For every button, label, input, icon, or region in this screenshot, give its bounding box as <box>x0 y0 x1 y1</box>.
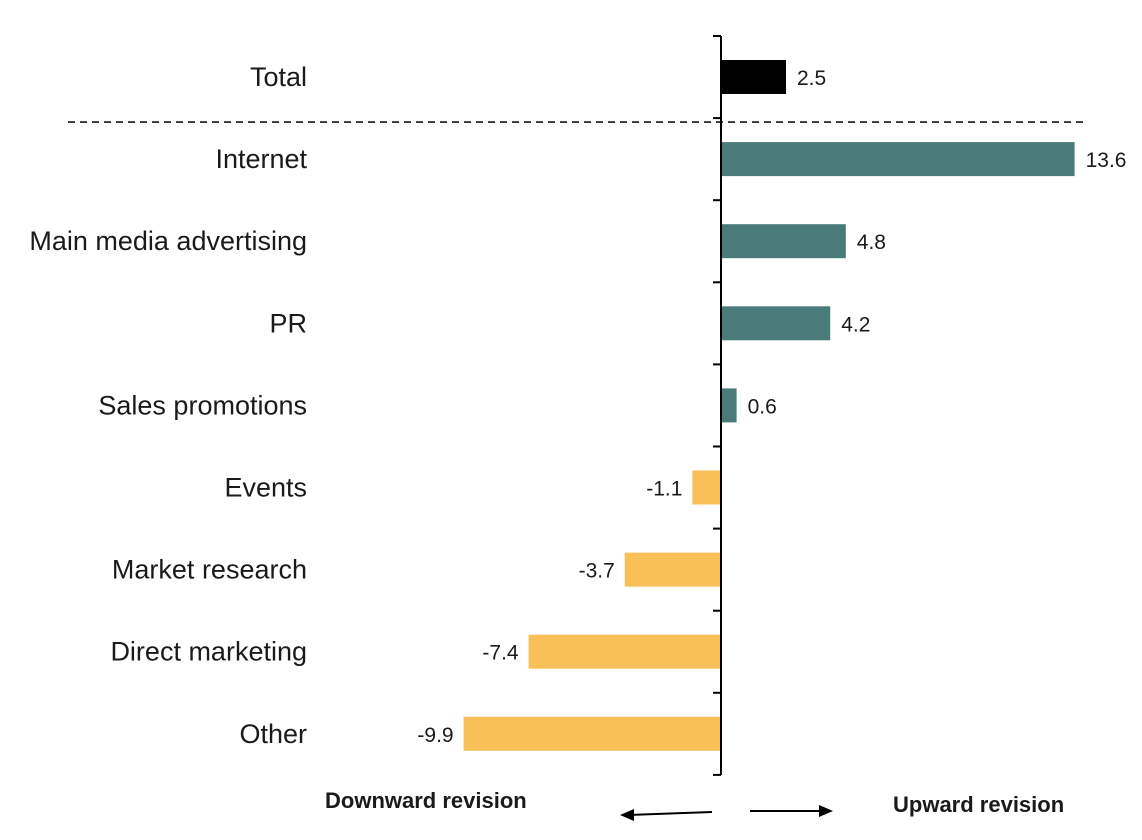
upward-revision-label: Upward revision <box>893 792 1064 817</box>
downward-revision-label: Downward revision <box>325 788 527 813</box>
bar-sales-promotions <box>721 388 737 423</box>
bar-internet <box>721 142 1075 177</box>
category-label-events: Events <box>224 473 307 503</box>
bar-events <box>692 470 721 505</box>
value-label-events: -1.1 <box>646 478 682 501</box>
bar-total <box>721 60 786 94</box>
axis-layer <box>68 35 1086 776</box>
category-label-other: Other <box>239 719 307 749</box>
category-label-sales-promotions: Sales promotions <box>98 390 307 420</box>
value-label-sales-promotions: 0.6 <box>748 395 777 418</box>
value-label-main-media-advertising: 4.8 <box>857 231 886 254</box>
value-label-other: -9.9 <box>417 724 453 747</box>
labels-layer: Total 2.5 Internet 13.6 Main media advertisi… <box>29 62 1126 749</box>
category-label-main-media-advertising: Main media advertising <box>29 226 307 256</box>
category-label-pr: PR <box>269 308 307 338</box>
value-label-direct-marketing: -7.4 <box>482 642 519 665</box>
bar-pr <box>721 306 831 341</box>
category-label-direct-marketing: Direct marketing <box>110 637 307 667</box>
bars-layer <box>463 60 1075 751</box>
bar-market-research <box>624 552 721 587</box>
category-label-internet: Internet <box>215 144 307 174</box>
bar-other <box>463 716 721 751</box>
value-label-pr: 4.2 <box>841 313 870 336</box>
value-label-total: 2.5 <box>797 67 826 90</box>
bar-main-media-advertising <box>721 224 846 259</box>
right-arrow-icon <box>750 805 833 817</box>
category-label-total: Total <box>250 62 307 92</box>
left-arrow-icon <box>620 809 713 821</box>
bar-direct-marketing <box>528 634 721 669</box>
value-label-market-research: -3.7 <box>579 560 615 583</box>
value-label-internet: 13.6 <box>1086 149 1127 172</box>
direction-layer: Downward revision Upward revision <box>325 788 1064 821</box>
category-label-market-research: Market research <box>112 555 307 585</box>
